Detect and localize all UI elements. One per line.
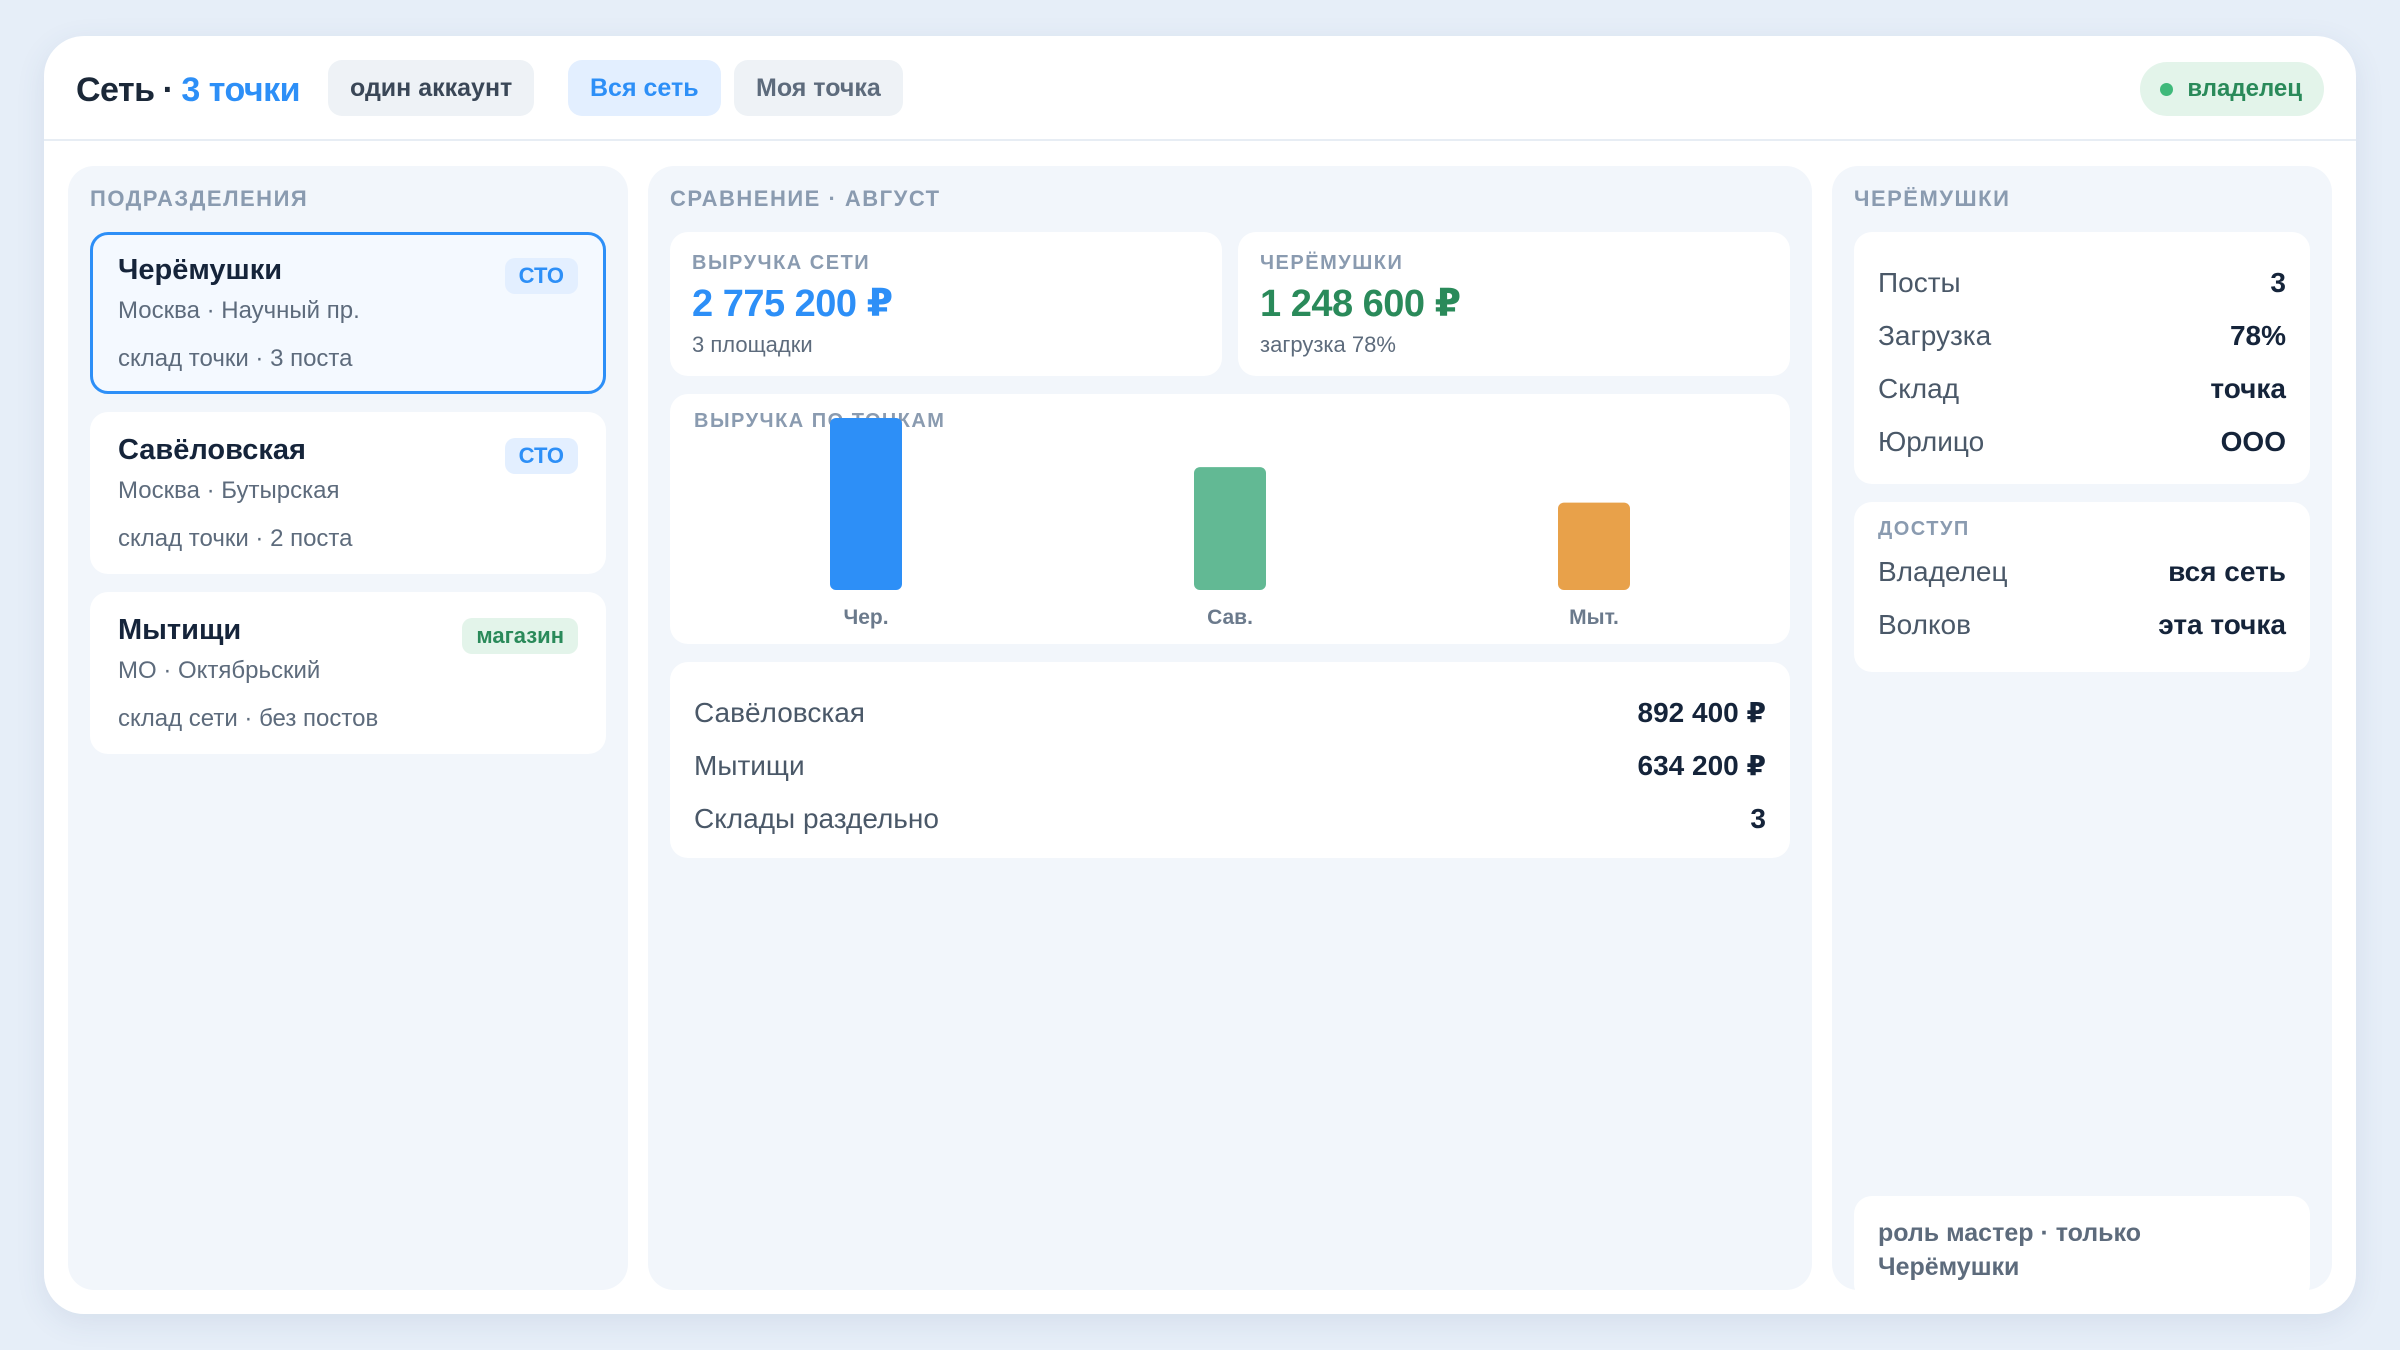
unit-name: Мытищи [118, 614, 242, 646]
bar-3 [1558, 502, 1630, 590]
units-panel-title: ПОДРАЗДЕЛЕНИЯ [90, 186, 309, 211]
access-scope: вся сеть [2168, 555, 2286, 587]
unit-type-badge: магазин [462, 618, 578, 654]
page-title: Сеть · 3 точки [76, 66, 301, 114]
summary-value: 634 200 ₽ [1637, 750, 1766, 781]
unit-name: Черёмушки [118, 254, 283, 286]
unit-details-title: ЧЕРЁМУШКИ [1854, 186, 2011, 211]
property-row: Загрузка 78% [1878, 309, 2286, 362]
property-value: 78% [2229, 319, 2286, 351]
comparison-panel: СРАВНЕНИЕ · АВГУСТ ВЫРУЧКА СЕТИ 2 775 20… [648, 166, 1812, 1290]
unit-meta: склад точки · 2 поста [118, 525, 353, 552]
role-note: роль мастер · только Черёмушки [1878, 1219, 2141, 1281]
unit-location: МО · Октябрьский [118, 657, 321, 684]
summary-label: Мытищи [694, 749, 805, 781]
unit-location: Москва · Бутырская [118, 477, 340, 504]
scope-all-button[interactable]: Вся сеть [568, 60, 721, 116]
access-title: ДОСТУП [1878, 518, 1970, 540]
access-user: Владелец [1878, 555, 2008, 587]
summary-card: Савёловская 892 400 ₽ Мытищи 634 200 ₽ С… [670, 662, 1790, 858]
unit-properties-card: Посты 3 Загрузка 78% Склад точка Юрлицо … [1854, 232, 2310, 484]
kpi-unit-revenue: ЧЕРЁМУШКИ 1 248 600 ₽ загрузка 78% [1238, 232, 1790, 376]
account-chip: один аккаунт [328, 60, 535, 116]
kpi-subtitle: 3 площадки [692, 332, 813, 357]
role-badge: владелец [2140, 62, 2324, 116]
kpi-label: ЧЕРЁМУШКИ [1260, 252, 1404, 274]
brand-separator: · [162, 70, 174, 109]
summary-row: Склады раздельно 3 [694, 792, 1766, 845]
status-dot-icon [2160, 82, 2174, 96]
summary-row: Савёловская 892 400 ₽ [694, 686, 1766, 739]
header: Сеть · 3 точки один аккаунт Вся сеть Моя… [44, 36, 2356, 141]
unit-card-mytishchi[interactable]: Мытищи МО · Октябрьский склад сети · без… [90, 592, 606, 754]
unit-name: Савёловская [118, 434, 306, 466]
summary-label: Склады раздельно [694, 802, 939, 834]
access-card: ДОСТУП Владелец вся сеть Волков эта точк… [1854, 502, 2310, 672]
unit-card-cheryomushki[interactable]: Черёмушки Москва · Научный пр. склад точ… [90, 232, 606, 394]
bar-2 [1194, 467, 1266, 590]
unit-count: 3 точки [181, 70, 301, 109]
summary-value: 892 400 ₽ [1637, 697, 1766, 728]
property-label: Посты [1878, 266, 1961, 298]
summary-label: Савёловская [694, 696, 865, 728]
access-row: Волков эта точка [1878, 598, 2286, 651]
unit-meta: склад сети · без постов [118, 705, 379, 732]
role-note-card: роль мастер · только Черёмушки [1854, 1196, 2310, 1302]
comparison-panel-title: СРАВНЕНИЕ · АВГУСТ [670, 186, 941, 211]
summary-value: 3 [1750, 802, 1766, 834]
units-panel: ПОДРАЗДЕЛЕНИЯ Черёмушки Москва · Научный… [68, 166, 628, 1290]
kpi-label: ВЫРУЧКА СЕТИ [692, 252, 871, 274]
kpi-value: 1 248 600 ₽ [1260, 283, 1461, 325]
bar-1 [830, 418, 902, 590]
brand-name: Сеть [76, 70, 155, 109]
unit-card-savyolovskaya[interactable]: Савёловская Москва · Бутырская склад точ… [90, 412, 606, 574]
bar-label-3: Мыт. [1569, 606, 1619, 629]
property-row: Юрлицо ООО [1878, 415, 2286, 468]
scope-mine-button[interactable]: Моя точка [734, 60, 903, 116]
kpi-subtitle: загрузка 78% [1260, 332, 1396, 357]
revenue-chart: ВЫРУЧКА ПО ТОЧКАМ Чер. Сав. Мыт. [670, 394, 1790, 644]
property-label: Загрузка [1878, 319, 1992, 351]
property-label: Юрлицо [1878, 425, 1985, 457]
summary-row: Мытищи 634 200 ₽ [694, 739, 1766, 792]
unit-type-badge: СТО [504, 258, 578, 294]
property-label: Склад [1878, 372, 1960, 404]
property-row: Посты 3 [1878, 256, 2286, 309]
access-user: Волков [1878, 608, 1971, 640]
kpi-network-revenue: ВЫРУЧКА СЕТИ 2 775 200 ₽ 3 площадки [670, 232, 1222, 376]
bar-label-2: Сав. [1207, 606, 1253, 629]
access-row: Владелец вся сеть [1878, 545, 2286, 598]
role-label: владелец [2187, 75, 2302, 102]
unit-type-badge: СТО [504, 438, 578, 474]
property-value: 3 [2270, 266, 2286, 298]
access-scope: эта точка [2158, 608, 2286, 640]
property-value: точка [2210, 372, 2286, 404]
unit-location: Москва · Научный пр. [118, 297, 360, 324]
property-row: Склад точка [1878, 362, 2286, 415]
property-value: ООО [2220, 425, 2286, 457]
kpi-value: 2 775 200 ₽ [692, 283, 893, 325]
unit-meta: склад точки · 3 поста [118, 345, 353, 372]
app-window: Сеть · 3 точки один аккаунт Вся сеть Моя… [44, 36, 2356, 1314]
chart-canvas: Чер. Сав. Мыт. [830, 418, 1630, 629]
bar-label-1: Чер. [843, 606, 888, 629]
unit-details-panel: ЧЕРЁМУШКИ Посты 3 Загрузка 78% Склад точ… [1832, 166, 2332, 1302]
